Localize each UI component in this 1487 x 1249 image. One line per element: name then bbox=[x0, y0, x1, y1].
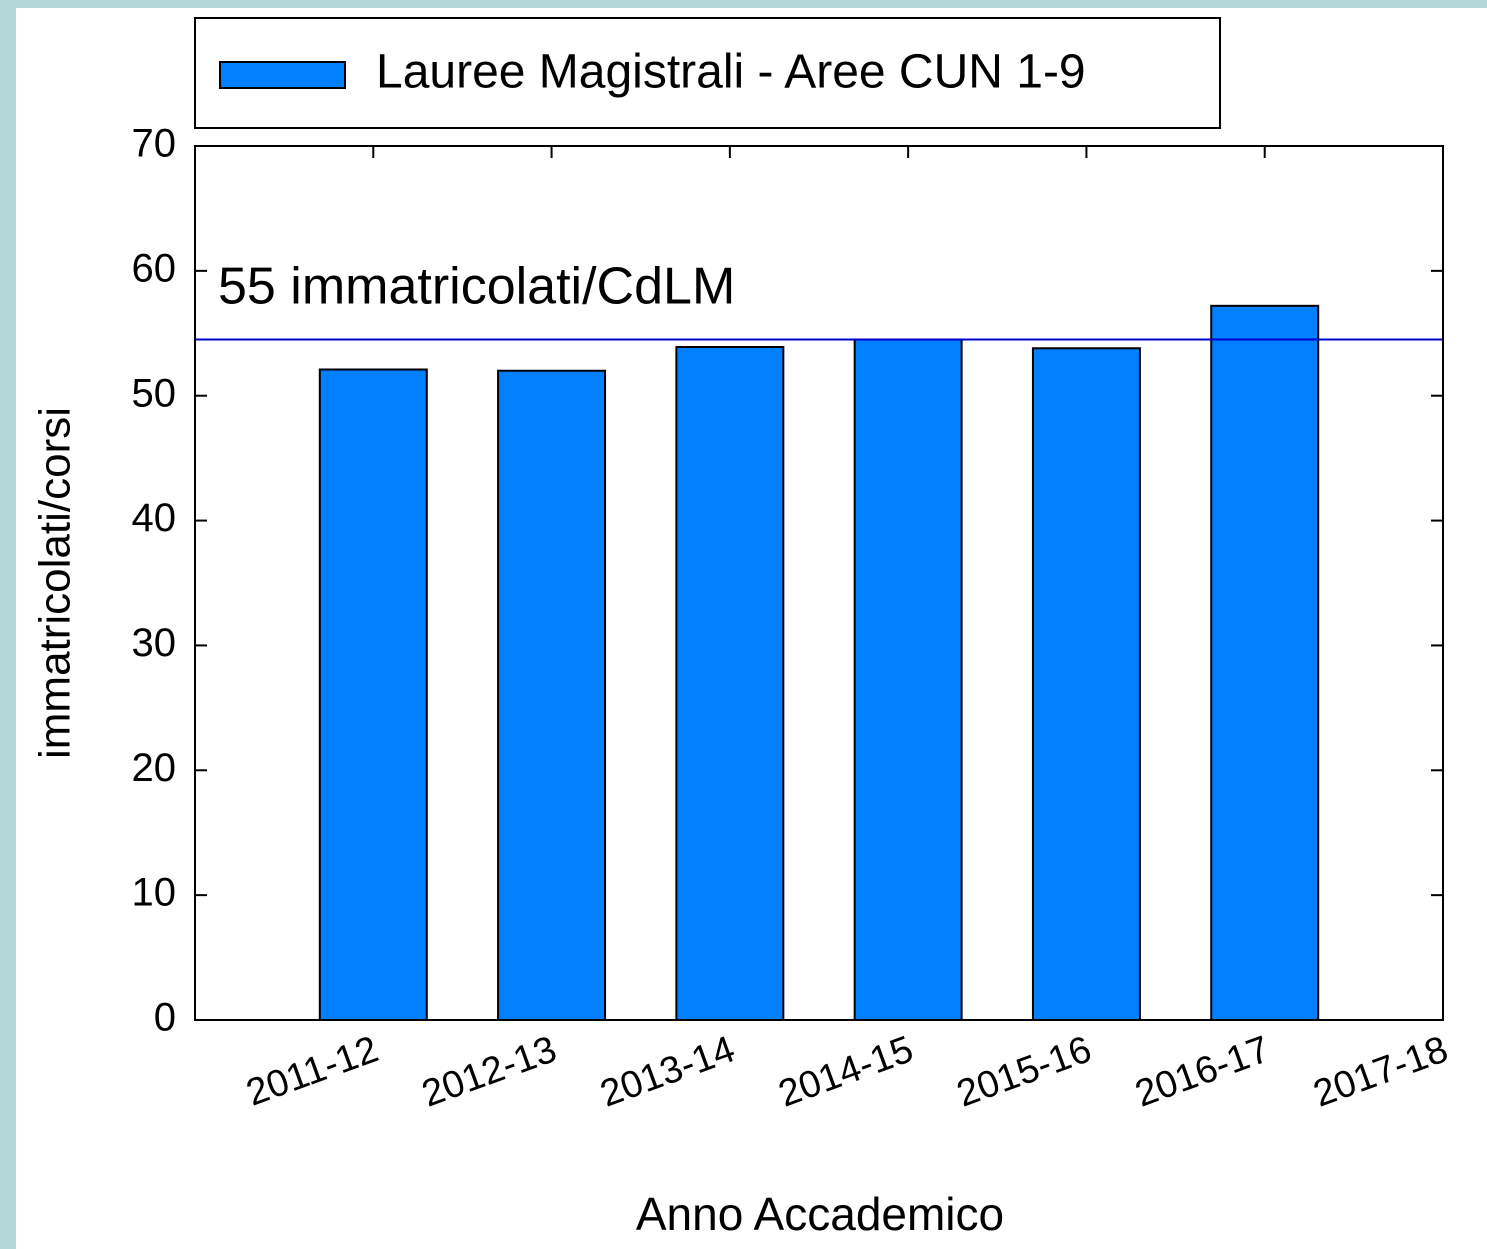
legend-label: Lauree Magistrali - Aree CUN 1-9 bbox=[376, 46, 1086, 99]
plot-frame bbox=[194, 145, 1444, 1021]
legend-swatch bbox=[219, 61, 346, 89]
y-axis-label: immatricolati/corsi bbox=[31, 407, 80, 759]
annotation: 55 immatricolati/CdLM bbox=[218, 258, 735, 316]
x-axis-label: Anno Accademico bbox=[636, 1188, 1004, 1240]
y-tick-label: 0 bbox=[154, 996, 176, 1040]
bar bbox=[318, 368, 428, 1022]
y-tick-label: 50 bbox=[132, 371, 177, 415]
bar bbox=[675, 346, 785, 1021]
y-tick-label: 60 bbox=[132, 246, 177, 290]
bar bbox=[853, 338, 963, 1021]
bar bbox=[1210, 304, 1320, 1021]
y-tick-label: 40 bbox=[132, 496, 177, 540]
y-tick-label: 30 bbox=[132, 621, 177, 665]
y-tick-label: 20 bbox=[132, 746, 177, 790]
y-tick-label: 10 bbox=[132, 871, 177, 915]
bar bbox=[1031, 347, 1141, 1022]
y-tick-label: 70 bbox=[132, 122, 177, 166]
legend-box bbox=[194, 17, 1221, 129]
bar bbox=[497, 369, 607, 1021]
